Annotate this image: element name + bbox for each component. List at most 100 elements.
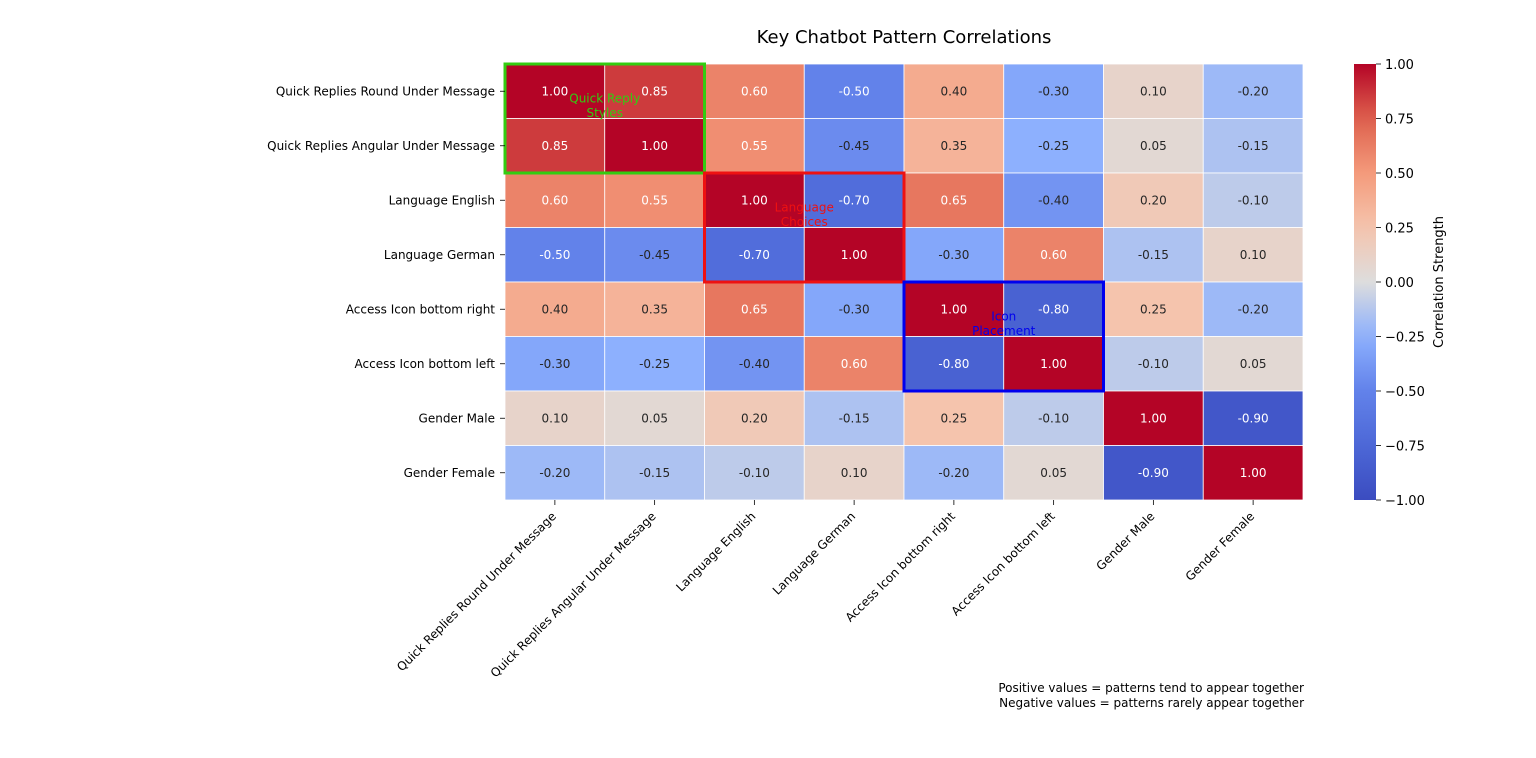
cell-value-label: -0.20 [938,466,969,480]
heatmap-cell [903,63,1005,119]
group-label: Icon Placement [972,310,1036,339]
row-label: Access Icon bottom left [355,357,496,371]
cell-value-label: -0.40 [1038,193,1069,207]
row-label: Language German [384,248,495,262]
cell-value-label: -0.70 [839,193,870,207]
cell-value-label: 0.05 [1040,466,1067,480]
cell-value-label: 0.25 [941,411,968,425]
cell-value-label: 0.85 [542,139,569,153]
colorbar-tick-label: −0.50 [1385,385,1425,400]
row-label: Gender Male [419,411,495,425]
cell-value-label: 0.10 [1240,248,1267,262]
heatmap-cell [1103,281,1204,337]
cell-value-label: -0.30 [839,302,870,316]
heatmap-cell [504,172,606,228]
cell-value-label: 0.05 [1240,357,1267,371]
cell-value-label: -0.90 [1238,411,1269,425]
heatmap-cell [1202,63,1304,119]
cell-value-label: -0.90 [1138,466,1169,480]
column-label: Access Icon bottom left [949,509,1058,618]
heatmap-cell [803,63,905,119]
row-label: Quick Replies Round Under Message [276,84,495,98]
heatmap-cell [704,445,805,501]
cell-value-label: 0.10 [841,466,868,480]
heatmap-cell [1103,336,1204,392]
cell-value-label: -0.50 [839,84,870,98]
cell-value-label: 1.00 [841,248,868,262]
chart-note: Positive values = patterns tend to appea… [998,681,1304,695]
cell-value-label: -0.20 [1238,84,1269,98]
heatmap-cell [1202,118,1304,174]
heatmap-cell [704,172,805,228]
cell-value-label: -0.30 [1038,84,1069,98]
chart-title: Key Chatbot Pattern Correlations [757,27,1052,48]
cell-value-label: 1.00 [641,139,668,153]
cell-value-label: -0.10 [1038,411,1069,425]
chart-note: Negative values = patterns rarely appear… [999,696,1304,710]
colorbar-tick-label: 0.25 [1385,222,1414,237]
cell-value-label: 1.00 [1040,357,1067,371]
heatmap-cell [504,390,606,446]
cell-value-label: -0.25 [1038,139,1069,153]
colorbar: 1.00 0.75 0.50 0.25 0.00 −0.25 −0.50 −0.75 −1.00… [1354,58,1447,509]
colorbar-gradient [1354,64,1376,500]
column-label: Access Icon bottom right [843,509,959,625]
row-label: Access Icon bottom right [346,302,495,316]
heatmap-cell [704,390,805,446]
cell-value-label: -0.10 [1138,357,1169,371]
colorbar-tick-label: 1.00 [1385,58,1414,73]
heatmap-cell [704,227,805,283]
heatmap-cell [1202,172,1304,228]
cell-value-label: 0.35 [941,139,968,153]
cell-value-label: -0.50 [539,248,570,262]
cell-value-label: -0.30 [938,248,969,262]
heatmap-cell [1103,390,1204,446]
heatmap-cell [903,445,1005,501]
colorbar-tick-label: −0.25 [1385,331,1425,346]
heatmap-cell [1003,390,1104,446]
heatmap-cell [903,390,1005,446]
heatmap-cell [604,63,705,119]
cell-value-label: -0.40 [739,357,770,371]
cell-value-label: 1.00 [542,84,569,98]
colorbar-tick-label: 0.75 [1385,113,1414,128]
cell-value-label: -0.45 [639,248,670,262]
cell-value-label: -0.15 [639,466,670,480]
group-box [503,62,706,175]
heatmap-cell [704,63,805,119]
heatmap-cell [1202,445,1304,501]
heatmap-cell [504,227,606,283]
cell-value-label: -0.80 [938,357,969,371]
row-label: Language English [389,193,495,207]
chart-notes: Positive values = patterns tend to appea… [998,681,1304,710]
heatmap-cell [903,336,1005,392]
colorbar-label: Correlation Strength [1432,216,1447,348]
cell-value-label: 0.60 [1040,248,1067,262]
cell-value-label: 1.00 [941,302,968,316]
cell-value-label: -0.80 [1038,302,1069,316]
cell-value-label: 0.05 [1140,139,1167,153]
heatmap-cell [803,172,905,228]
heatmap-cell [1003,63,1104,119]
cell-value-label: -0.25 [639,357,670,371]
column-label: Language English [673,509,758,594]
cell-value-label: 0.25 [1140,302,1167,316]
heatmap-cell [1202,336,1304,392]
cell-value-label: -0.70 [739,248,770,262]
heatmap-cell [704,336,805,392]
column-label: Quick Replies Angular Under Message [488,509,659,680]
heatmap-cell [1003,172,1104,228]
column-label: Gender Female [1183,509,1258,584]
column-label: Language German [770,509,858,597]
heatmap-cell [604,390,705,446]
cell-value-label: 0.10 [542,411,569,425]
heatmap-cell [1103,227,1204,283]
heatmap-cell [604,172,705,228]
heatmap-cell [704,281,805,337]
cell-value-label: 0.85 [641,84,668,98]
heatmap-cell [1103,118,1204,174]
cell-value-label: -0.45 [839,139,870,153]
